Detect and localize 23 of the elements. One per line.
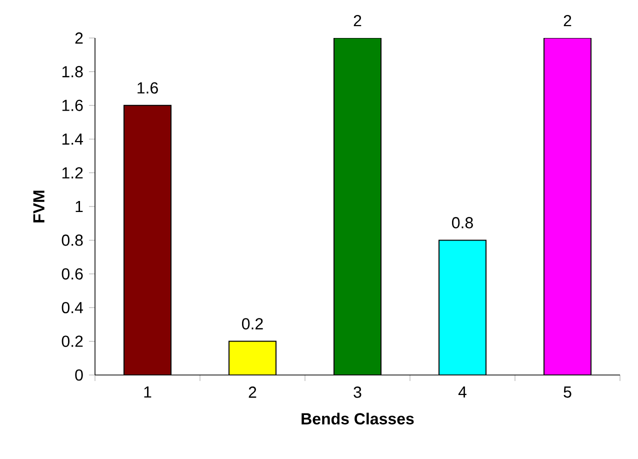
y-axis-title: FVM xyxy=(33,190,44,222)
y-tick-label: 1.8 xyxy=(62,66,83,78)
x-tick-label: 5 xyxy=(564,386,572,398)
y-tick-label: 1 xyxy=(76,200,83,212)
data-label: 2 xyxy=(564,15,572,26)
data-label: 2 xyxy=(354,15,362,26)
x-tick-label: 2 xyxy=(248,386,256,398)
data-label: 0.2 xyxy=(242,318,263,330)
x-axis-title: Bends Classes xyxy=(302,412,414,424)
y-tick-label: 0.4 xyxy=(62,302,83,314)
y-tick-label: 2 xyxy=(75,32,83,44)
y-tick-label: 1.2 xyxy=(62,167,83,178)
y-tick-label: 1.6 xyxy=(62,100,83,112)
y-tick-label: 0.6 xyxy=(62,268,83,280)
y-tick-label: 1.4 xyxy=(62,134,83,145)
y-tick-label: 0.8 xyxy=(62,234,83,246)
x-tick-label: 1 xyxy=(144,386,152,398)
x-tick-label: 3 xyxy=(354,386,362,398)
data-label: 1.6 xyxy=(138,82,158,94)
data-label: 0.8 xyxy=(452,217,473,228)
y-tick-label: 0 xyxy=(75,369,83,381)
y-tick-label: 0.2 xyxy=(62,336,83,347)
x-tick-label: 4 xyxy=(458,386,466,398)
